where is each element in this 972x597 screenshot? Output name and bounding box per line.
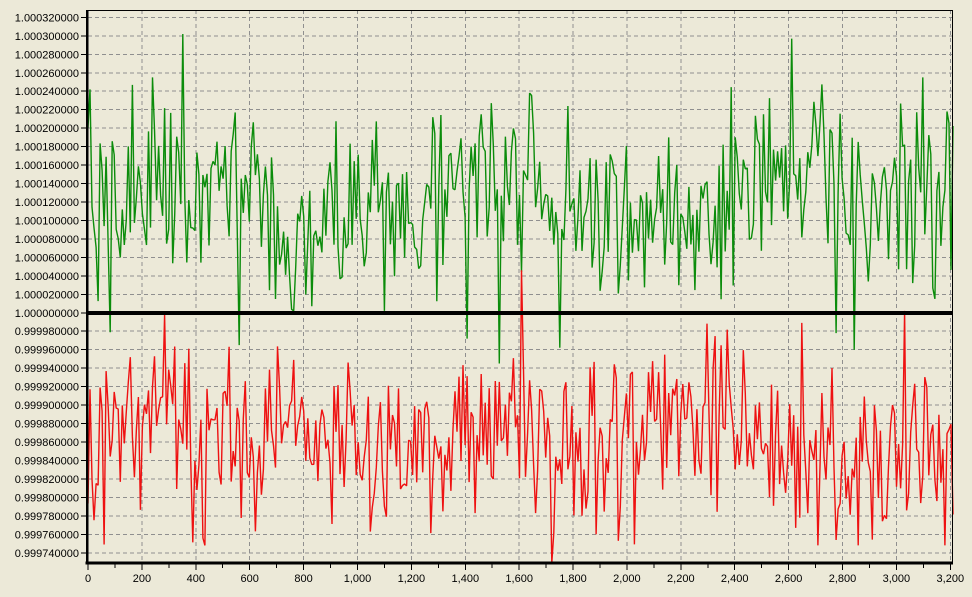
x-tick-label: 3,200 xyxy=(937,573,965,585)
x-tick-label: 2,400 xyxy=(721,573,749,585)
y-tick-label: 1.000240000 xyxy=(15,86,79,98)
y-tick-label: 0.999980000 xyxy=(15,326,79,338)
ratio-above-unity-line xyxy=(87,33,954,364)
x-tick-label: 2,200 xyxy=(667,573,695,585)
x-tick-label: 2,600 xyxy=(775,573,803,585)
x-tick-label: 2,800 xyxy=(829,573,857,585)
y-tick-label: 0.999920000 xyxy=(15,382,79,394)
ratio-below-unity-line xyxy=(87,270,954,563)
x-tick-label: 600 xyxy=(241,573,259,585)
y-tick-label: 1.000200000 xyxy=(15,123,79,135)
x-tick-label: 1,800 xyxy=(559,573,587,585)
x-tick-label: 400 xyxy=(187,573,205,585)
x-tick-label: 0 xyxy=(85,573,91,585)
y-tick-label: 0.999960000 xyxy=(15,345,79,357)
y-tick-label: 1.000140000 xyxy=(15,179,79,191)
y-tick-label: 1.000080000 xyxy=(15,234,79,246)
x-tick-label: 1,600 xyxy=(505,573,533,585)
y-tick-label: 0.999740000 xyxy=(15,548,79,560)
y-tick-label: 1.000120000 xyxy=(15,197,79,209)
y-tick-label: 0.999800000 xyxy=(15,492,79,504)
y-tick-label: 0.999860000 xyxy=(15,437,79,449)
x-tick-label: 1,000 xyxy=(344,573,372,585)
y-tick-label: 1.000280000 xyxy=(15,49,79,61)
y-tick-label: 0.999820000 xyxy=(15,474,79,486)
x-tick-label: 800 xyxy=(294,573,312,585)
y-tick-label: 0.999780000 xyxy=(15,511,79,523)
x-tick-label: 1,200 xyxy=(398,573,426,585)
y-tick-label: 0.999900000 xyxy=(15,400,79,412)
y-tick-label: 1.000060000 xyxy=(15,252,79,264)
y-tick-label: 1.000260000 xyxy=(15,68,79,80)
x-tick-label: 1,400 xyxy=(452,573,480,585)
x-tick-label: 3,000 xyxy=(883,573,911,585)
y-tick-label: 0.999940000 xyxy=(15,363,79,375)
x-tick-label: 2,000 xyxy=(613,573,641,585)
y-tick-label: 1.000180000 xyxy=(15,142,79,154)
y-tick-label: 1.000020000 xyxy=(15,289,79,301)
y-tick-label: 1.000040000 xyxy=(15,271,79,283)
y-tick-label: 0.999880000 xyxy=(15,419,79,431)
y-tick-label: 1.000100000 xyxy=(15,216,79,228)
y-tick-label: 1.000320000 xyxy=(15,12,79,24)
y-tick-label: 0.999840000 xyxy=(15,456,79,468)
y-tick-label: 1.000000000 xyxy=(15,308,79,320)
y-tick-label: 1.000300000 xyxy=(15,31,79,43)
y-tick-label: 0.999760000 xyxy=(15,529,79,541)
y-tick-label: 1.000220000 xyxy=(15,105,79,117)
x-tick-label: 200 xyxy=(133,573,151,585)
y-tick-label: 1.000160000 xyxy=(15,160,79,172)
